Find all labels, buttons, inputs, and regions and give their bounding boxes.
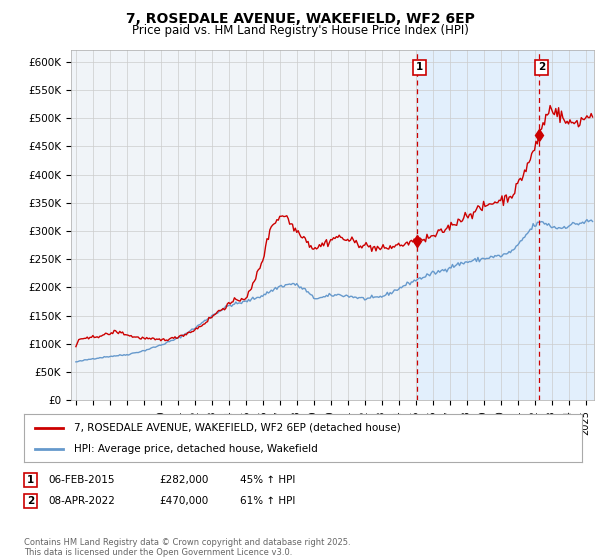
Text: 1: 1 xyxy=(27,475,34,485)
Text: 2: 2 xyxy=(27,496,34,506)
Text: 08-APR-2022: 08-APR-2022 xyxy=(48,496,115,506)
Text: 7, ROSEDALE AVENUE, WAKEFIELD, WF2 6EP (detached house): 7, ROSEDALE AVENUE, WAKEFIELD, WF2 6EP (… xyxy=(74,423,401,433)
Text: HPI: Average price, detached house, Wakefield: HPI: Average price, detached house, Wake… xyxy=(74,444,318,454)
Text: £282,000: £282,000 xyxy=(159,475,208,485)
Text: 61% ↑ HPI: 61% ↑ HPI xyxy=(240,496,295,506)
Text: £470,000: £470,000 xyxy=(159,496,208,506)
Bar xyxy=(417,50,594,400)
Text: 45% ↑ HPI: 45% ↑ HPI xyxy=(240,475,295,485)
Text: 06-FEB-2015: 06-FEB-2015 xyxy=(48,475,115,485)
Text: 2: 2 xyxy=(538,62,545,72)
Text: Price paid vs. HM Land Registry's House Price Index (HPI): Price paid vs. HM Land Registry's House … xyxy=(131,24,469,36)
Text: 1: 1 xyxy=(416,62,423,72)
Text: Contains HM Land Registry data © Crown copyright and database right 2025.
This d: Contains HM Land Registry data © Crown c… xyxy=(24,538,350,557)
Text: 7, ROSEDALE AVENUE, WAKEFIELD, WF2 6EP: 7, ROSEDALE AVENUE, WAKEFIELD, WF2 6EP xyxy=(125,12,475,26)
